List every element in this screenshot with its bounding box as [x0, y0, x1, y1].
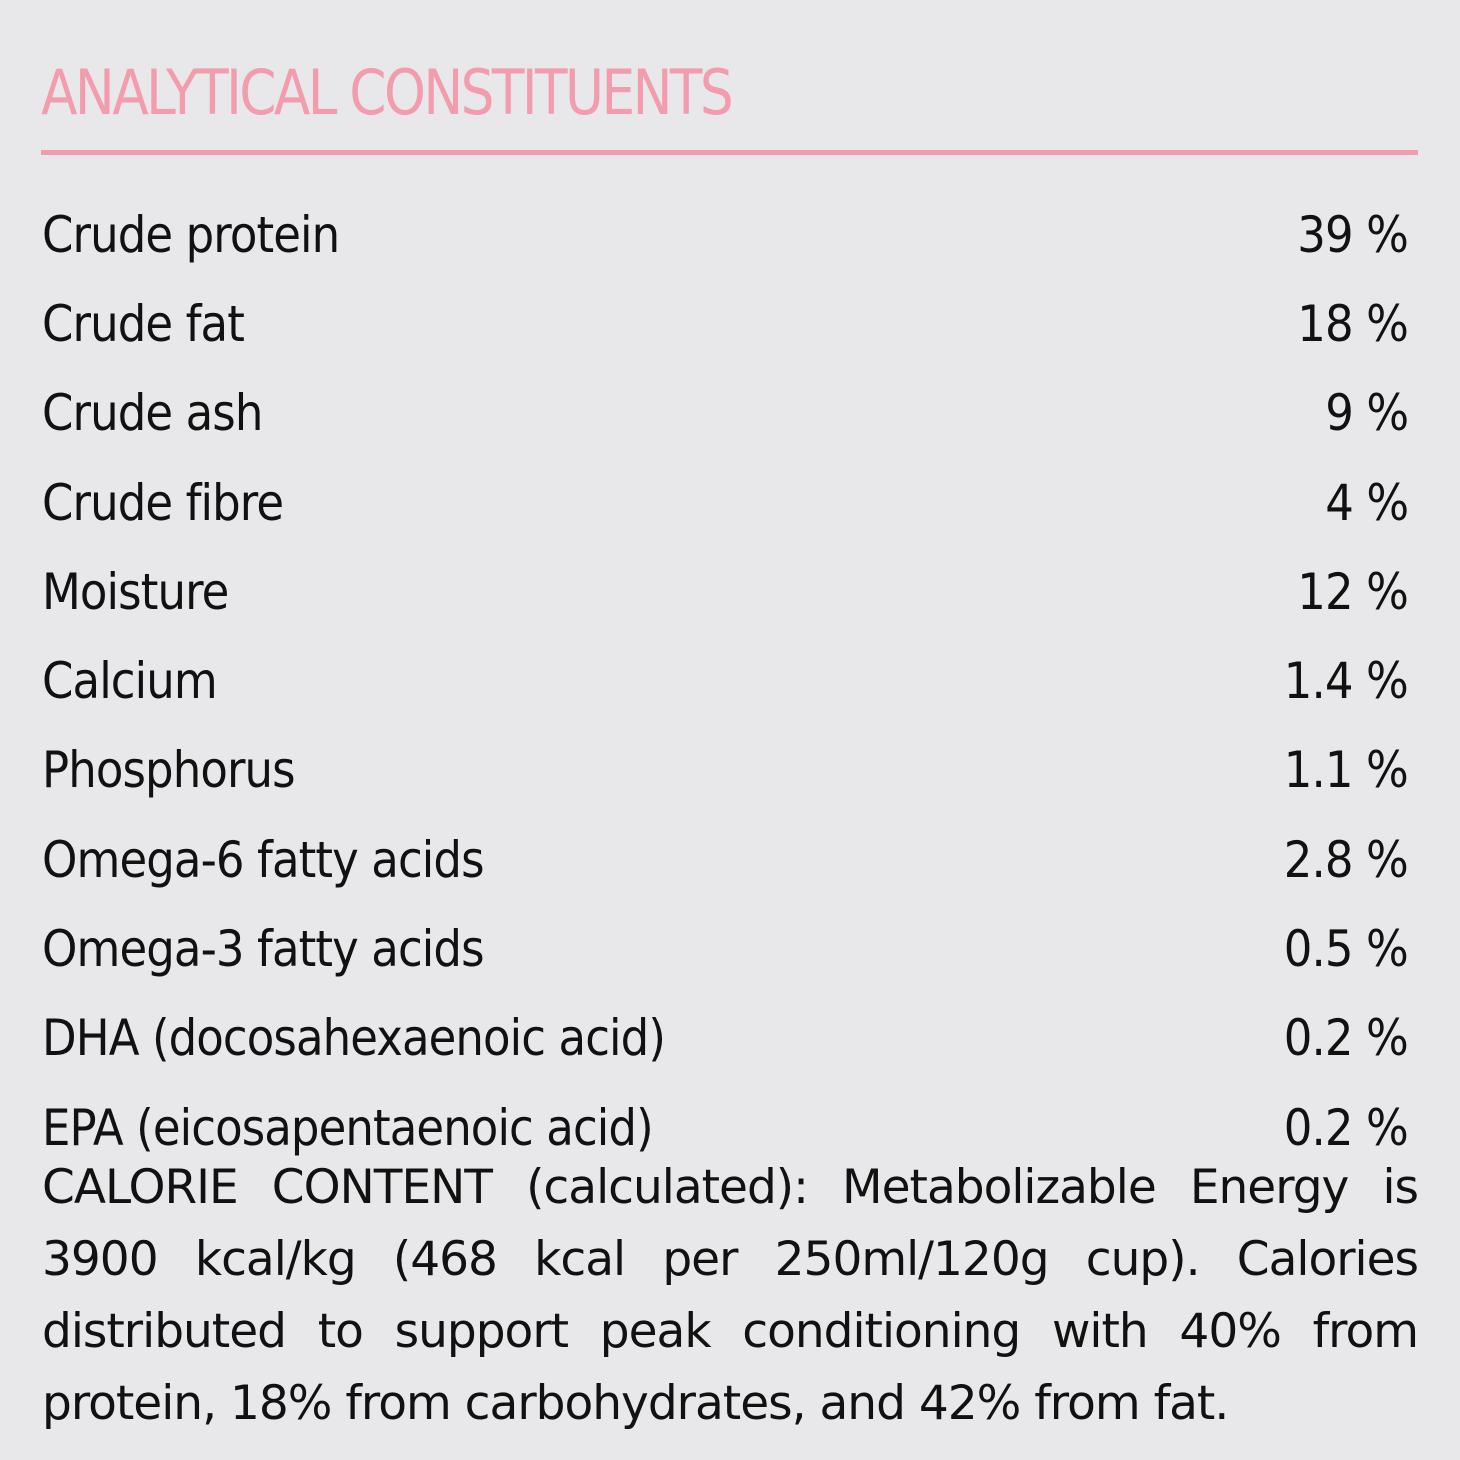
row-value: 1.4 %	[1283, 652, 1409, 711]
table-row: DHA (docosahexaenoic acid) 0.2 %	[42, 994, 1409, 1083]
table-row: Crude fat 18 %	[42, 279, 1409, 368]
title-rule	[41, 150, 1418, 155]
row-label: DHA (docosahexaenoic acid)	[42, 1009, 666, 1068]
row-value: 0.2 %	[1283, 1009, 1409, 1068]
row-value: 39 %	[1297, 205, 1409, 264]
row-label: Omega-6 fatty acids	[42, 830, 485, 889]
table-row: Crude fibre 4 %	[42, 458, 1409, 547]
constituents-table: Crude protein 39 % Crude fat 18 % Crude ash 9…	[42, 190, 1409, 1172]
table-row: EPA (eicosapentaenoic acid) 0.2 %	[42, 1083, 1409, 1172]
table-row: Omega-6 fatty acids 2.8 %	[42, 815, 1409, 904]
table-row: Phosphorus 1.1 %	[42, 726, 1409, 815]
row-value: 4 %	[1325, 473, 1409, 532]
row-value: 18 %	[1297, 294, 1409, 353]
row-label: Crude ash	[42, 384, 263, 443]
row-label: Calcium	[42, 652, 218, 711]
row-label: Moisture	[42, 562, 229, 621]
row-label: EPA (eicosapentaenoic acid)	[42, 1098, 654, 1157]
table-row: Omega-3 fatty acids 0.5 %	[42, 904, 1409, 993]
table-row: Calcium 1.4 %	[42, 636, 1409, 725]
table-row: Moisture 12 %	[42, 547, 1409, 636]
table-row: Crude ash 9 %	[42, 369, 1409, 458]
row-label: Crude fibre	[42, 473, 284, 532]
row-label: Crude fat	[42, 294, 245, 353]
row-label: Crude protein	[42, 205, 340, 264]
row-value: 0.5 %	[1283, 920, 1409, 979]
row-value: 9 %	[1325, 384, 1409, 443]
title: ANALYTICAL CONSTITUENTS	[41, 56, 734, 129]
row-value: 12 %	[1297, 562, 1409, 621]
row-value: 1.1 %	[1283, 741, 1409, 800]
row-label: Omega-3 fatty acids	[42, 920, 485, 979]
calorie-note: CALORIE CONTENT (calculated): Metaboliza…	[42, 1160, 1419, 1431]
table-row: Crude protein 39 %	[42, 190, 1409, 279]
row-value: 2.8 %	[1283, 830, 1409, 889]
row-label: Phosphorus	[42, 741, 296, 800]
row-value: 0.2 %	[1283, 1098, 1409, 1157]
